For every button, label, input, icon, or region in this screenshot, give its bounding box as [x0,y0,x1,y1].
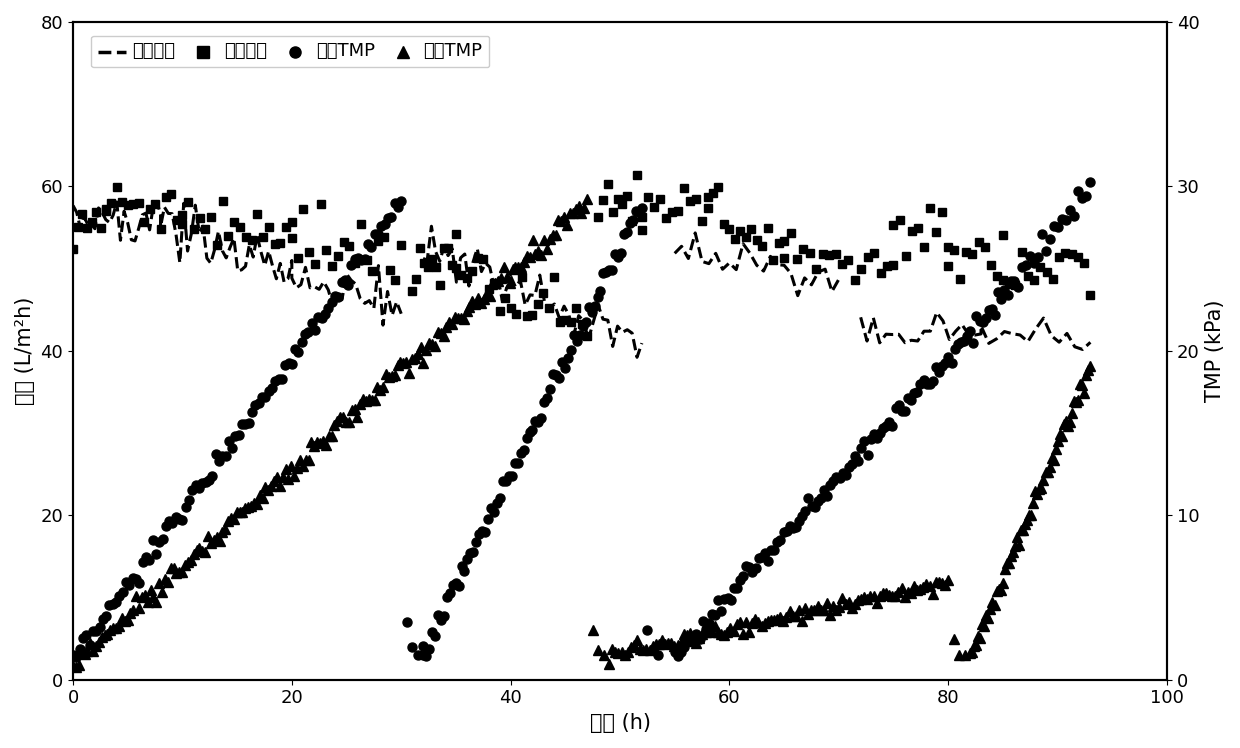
一级TMP [317,310,332,319]
二级通量 [558,315,573,324]
Line: 一级通量: 一级通量 [73,201,402,325]
二级通量 [290,254,305,263]
一级TMP [321,304,336,313]
一级TMP [66,650,81,659]
二级通量 [365,267,379,276]
二级通量 [164,189,179,198]
一级通量 [394,309,409,318]
Line: 二级通量: 二级通量 [69,171,1094,340]
二级TMP [66,661,81,670]
Line: 二级TMP: 二级TMP [68,194,1095,672]
一级TMP [69,652,84,661]
二级TMP [445,319,460,328]
一级通量 [381,287,396,296]
二级TMP [692,633,707,642]
二级通量 [1083,290,1097,299]
一级通量 [223,243,238,252]
二级TMP [580,194,595,203]
Y-axis label: 通量 (L/m²h): 通量 (L/m²h) [15,297,35,405]
X-axis label: 时间 (h): 时间 (h) [589,713,651,733]
二级通量 [508,309,523,318]
一级TMP [125,574,140,583]
一级通量 [376,321,391,330]
二级通量 [66,245,81,254]
一级TMP [714,606,729,615]
一级TMP [463,548,477,557]
一级通量 [172,258,187,267]
二级通量 [347,258,362,267]
二级TMP [131,603,146,612]
Line: 一级TMP: 一级TMP [68,177,1095,661]
二级TMP [791,606,806,615]
一级通量 [66,201,81,210]
Y-axis label: TMP (kPa): TMP (kPa) [1205,300,1225,402]
一级通量 [161,209,176,218]
一级通量 [150,197,165,206]
二级TMP [1083,362,1097,371]
一级通量 [157,203,172,212]
二级通量 [580,331,595,340]
一级TMP [1083,177,1097,186]
二级TMP [735,629,750,638]
Legend: 一级通量, 二级通量, 一级TMP, 二级TMP: 一级通量, 二级通量, 一级TMP, 二级TMP [91,35,490,67]
二级TMP [1042,462,1056,471]
二级TMP [68,663,83,672]
二级通量 [630,171,645,180]
一级TMP [608,249,622,258]
一级通量 [117,206,131,215]
